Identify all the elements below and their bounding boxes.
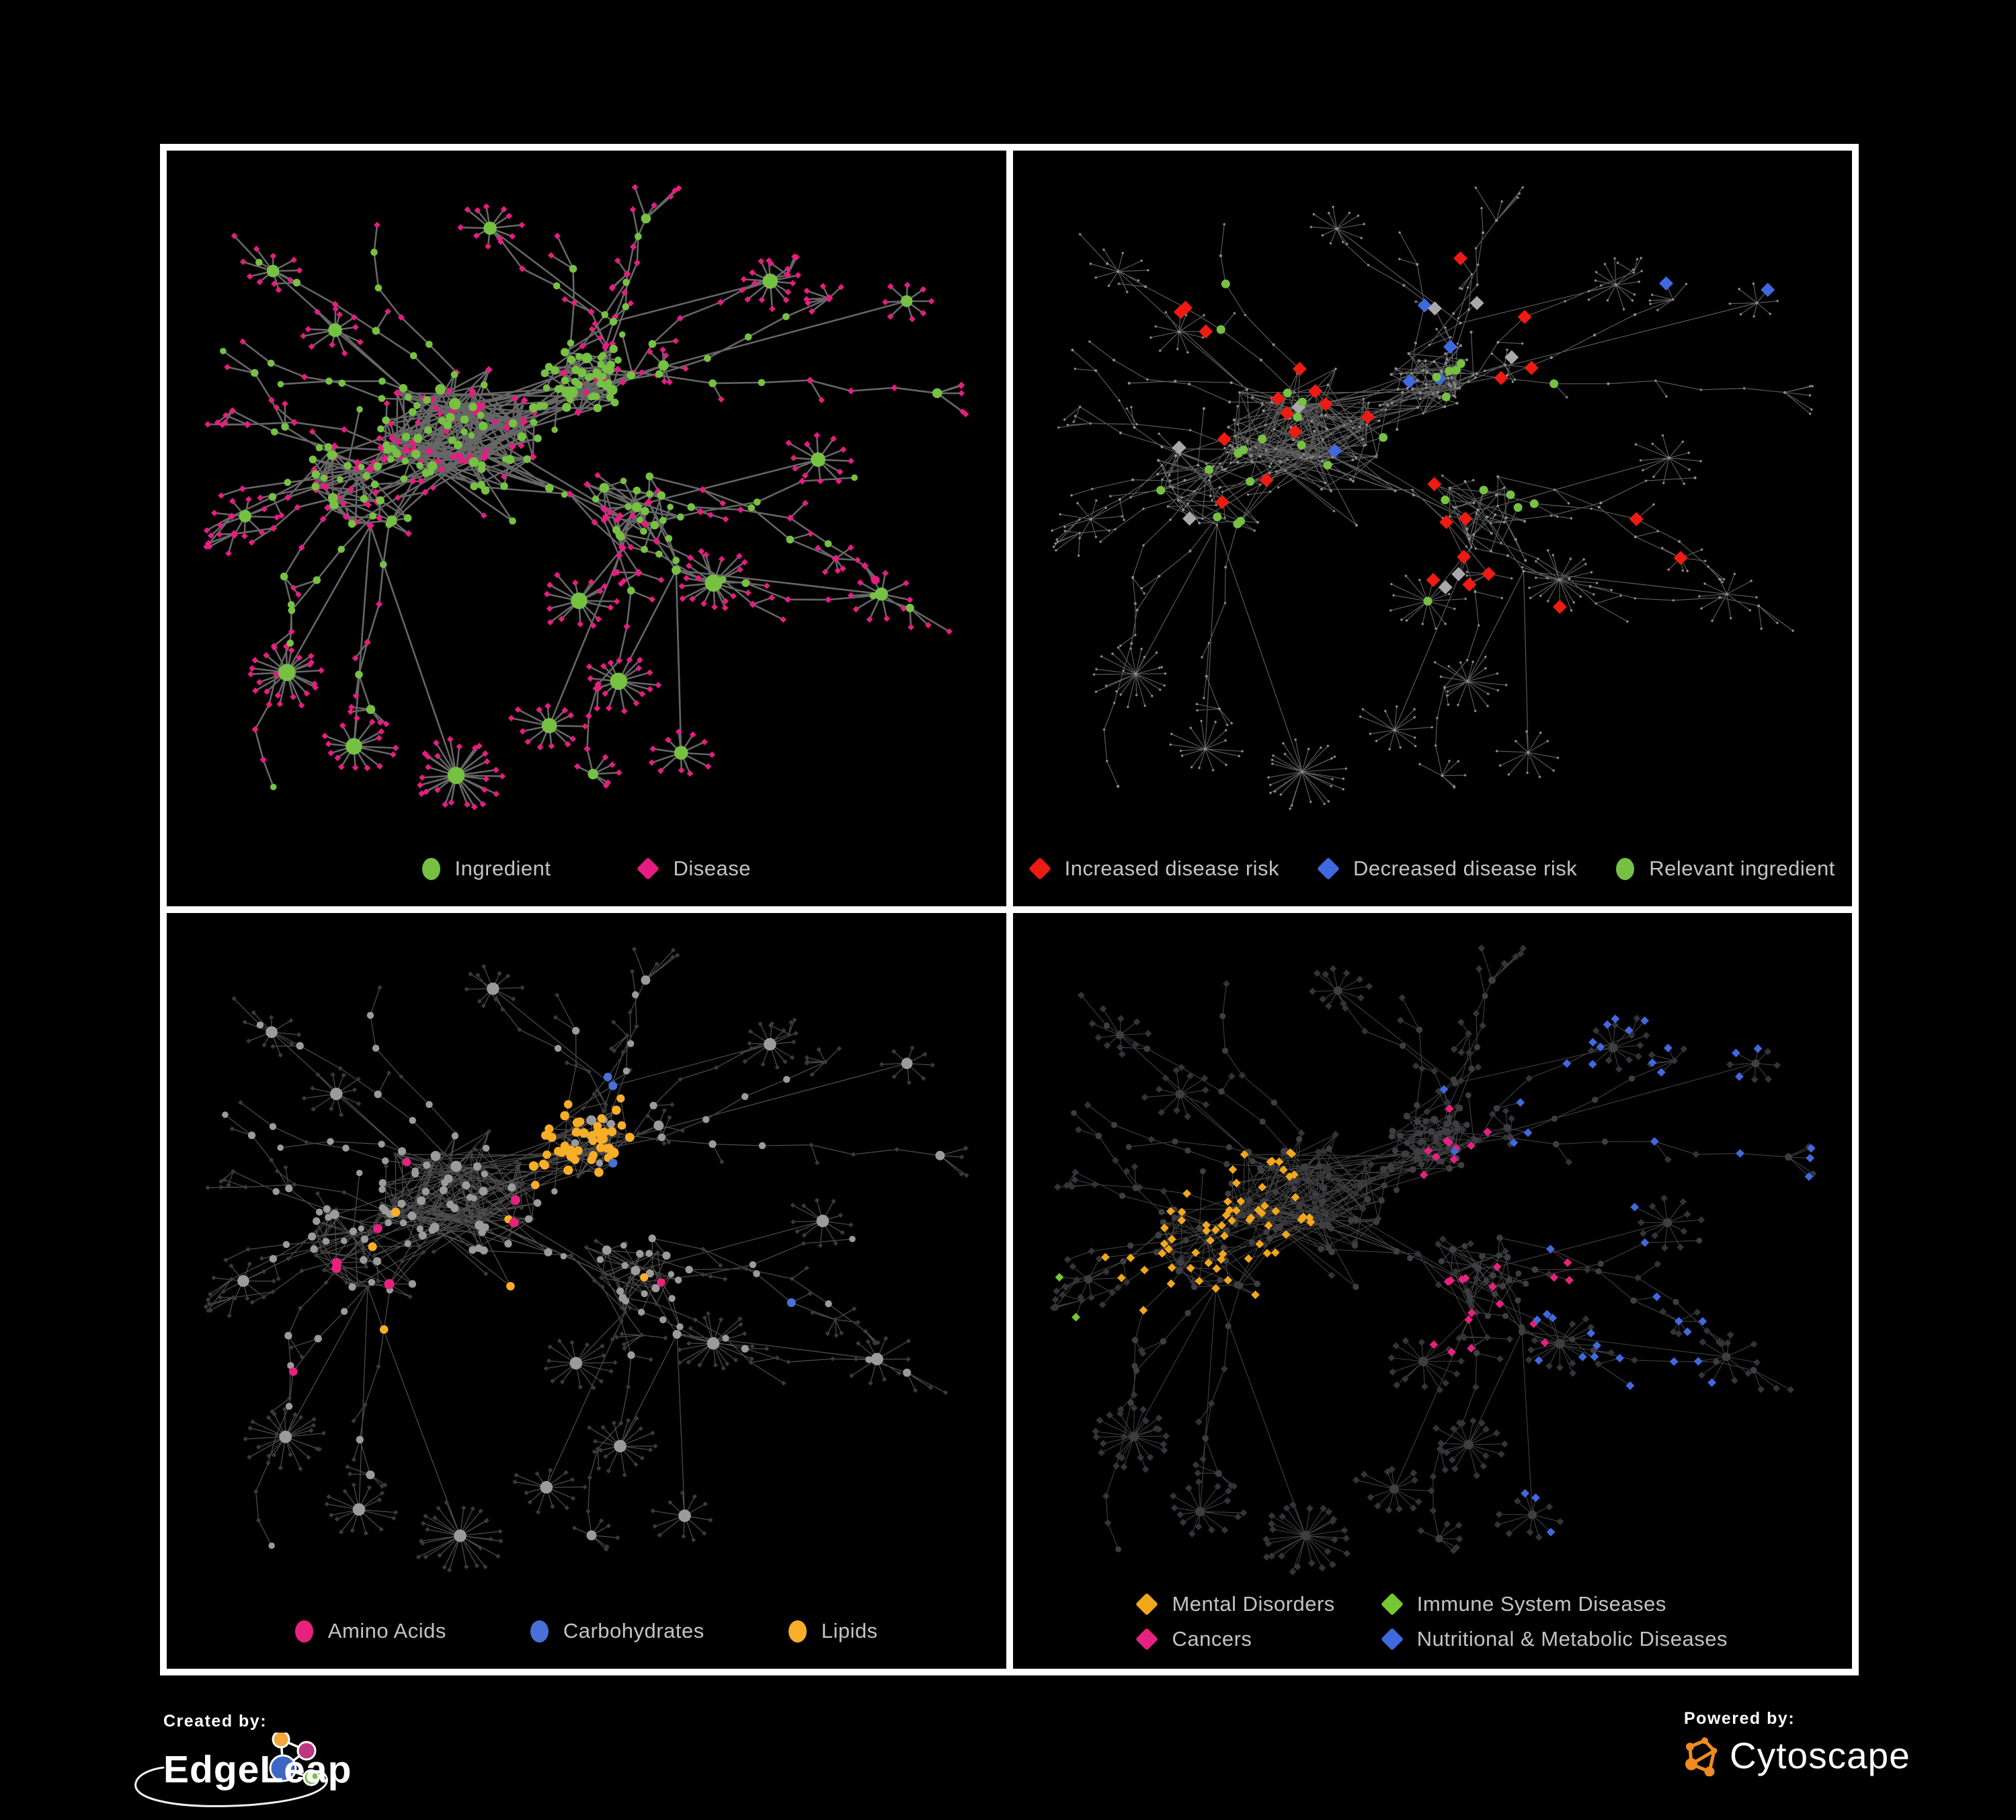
network-nodes [1100,1148,1315,1315]
circle-marker-icon [788,1620,807,1643]
diamond-marker-icon [1380,1628,1404,1651]
edgeleap-wordmark: EdgeLeap [163,1748,352,1791]
legend-item-nutritional-metabolic-diseases: Nutritional & Metabolic Diseases [1380,1627,1728,1651]
legend-label: Immune System Diseases [1416,1592,1666,1616]
network-nodes [203,184,969,810]
legend-item-decreased-disease-risk: Decreased disease risk [1317,857,1578,881]
powered-by-label: Powered by: [1684,1709,1796,1728]
panel-ingredient-vs-disease: Ingredient Disease [167,151,1006,906]
legend-label: Lipids [821,1619,878,1643]
legend-label: Mental Disorders [1172,1592,1335,1616]
diamond-marker-icon [1380,1593,1404,1616]
legend-disease-categories: Mental Disorders Immune System Diseases Ca… [1013,1592,1853,1651]
network-edges [205,186,967,808]
diamond-marker-icon [1317,857,1340,880]
legend-item-disease: Disease [637,857,751,881]
legend-ingredient-classes: Amino Acids Carbohydrates Lipids [167,1619,1006,1643]
legend-item-cancers: Cancers [1135,1627,1334,1651]
legend-label: Nutritional & Metabolic Diseases [1416,1627,1728,1651]
edgeleap-node-green [303,1769,320,1786]
network-edges [205,949,967,1571]
edgeleap-node-blue [269,1754,297,1782]
network-canvas-disease-risk [1050,186,1814,810]
panel-ingredient-classes: Amino Acids Carbohydrates Lipids [167,913,1006,1669]
legend-item-carbohydrates: Carbohydrates [530,1619,704,1643]
legend-item-lipids: Lipids [788,1619,878,1643]
edgeleap-brand: EdgeLeap [134,1733,405,1810]
legend-item-relevant-ingredient: Relevant ingredient [1616,857,1835,881]
network-nodes [1327,276,1775,459]
legend-item-increased-disease-risk: Increased disease risk [1028,857,1280,881]
legend-label: Increased disease risk [1064,857,1280,880]
legend-item-mental-disorders: Mental Disorders [1135,1592,1335,1616]
cytoscape-brand: Cytoscape [1684,1734,1910,1777]
legend-label: Relevant ingredient [1649,857,1835,880]
network-nodes [222,975,945,1549]
network-canvas-ingredient-classes [203,946,969,1573]
network-nodes [203,946,969,1573]
network-nodes [1055,1273,1080,1322]
network-canvas-ingredient-vs-disease [203,184,969,810]
cytoscape-logo-icon [1685,1737,1718,1776]
created-by-label: Created by: [163,1712,268,1731]
legend-ingredient-vs-disease: Ingredient Disease [167,857,1006,881]
legend-item-immune-system-diseases: Immune System Diseases [1380,1592,1728,1616]
network-edges [1051,187,1813,809]
circle-marker-icon [421,857,440,880]
cytoscape-wordmark: Cytoscape [1730,1735,1910,1776]
circle-marker-icon [1616,857,1635,880]
legend-label: Ingredient [454,857,551,880]
edgeleap-node-magenta [296,1741,317,1761]
network-nodes [1049,944,1817,1576]
panel-disease-risk: Increased disease risk Decreased disease … [1012,151,1853,906]
circle-marker-icon [530,1620,549,1643]
legend-label: Amino Acids [327,1619,446,1643]
legend-label: Disease [673,857,751,880]
diamond-marker-icon [1028,857,1051,880]
legend-label: Carbohydrates [563,1619,704,1643]
network-nodes [1070,976,1792,1552]
legend-disease-risk: Increased disease risk Decreased disease … [1013,857,1853,881]
edgeleap-node-orange [272,1733,290,1749]
panel-grid: Ingredient Disease Increased disease risk… [160,144,1859,1675]
legend-item-ingredient: Ingredient [421,857,551,881]
network-nodes [368,1094,649,1334]
legend-label: Cancers [1172,1627,1252,1651]
legend-item-amino-acids: Amino Acids [294,1619,446,1643]
edgeleap-credit: Created by: EdgeLeap [134,1712,405,1813]
legend-label: Decreased disease risk [1353,857,1578,880]
network-nodes [1156,279,1558,606]
diamond-marker-icon [1135,1628,1159,1651]
diamond-marker-icon [637,857,660,880]
network-canvas-disease-categories [1049,944,1817,1576]
network-nodes [1050,186,1814,810]
diamond-marker-icon [1135,1593,1159,1616]
panel-disease-categories: Mental Disorders Immune System Diseases Ca… [1012,913,1853,1669]
cytoscape-credit: Powered by: Cytoscape [1684,1709,1910,1777]
circle-marker-icon [294,1620,313,1643]
edgeleap-logo-icon [134,1733,328,1807]
network-nodes [220,213,942,791]
